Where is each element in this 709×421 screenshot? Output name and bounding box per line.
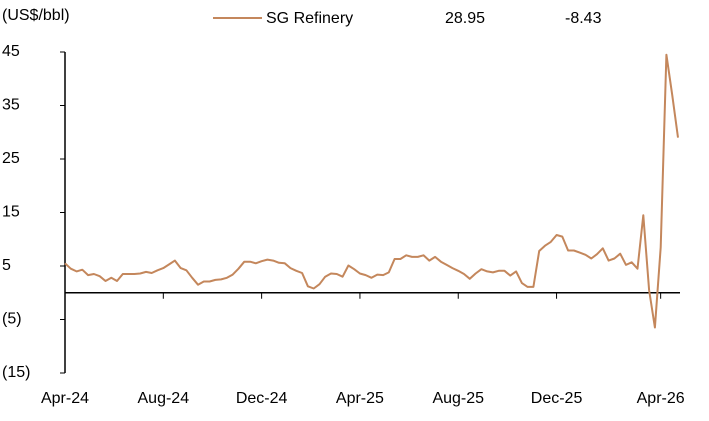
data-line [64,53,679,329]
x-tick-label: Aug-25 [432,390,484,407]
y-tick-label: 35 [2,97,20,114]
y-tick-label: (15) [2,364,30,381]
x-tick-label: Apr-26 [637,390,685,407]
y-tick-label: 15 [2,204,20,221]
y-tick-label: 5 [2,257,11,274]
x-tick-label: Apr-24 [41,390,89,407]
x-tick-label: Apr-25 [336,390,384,407]
x-tick-label: Dec-25 [531,390,583,407]
annotation: -8.43 [565,10,602,27]
annotation: 28.95 [445,10,485,27]
x-tick-label: Aug-24 [138,390,190,407]
legend-label: SG Refinery [266,10,353,27]
x-tick-label: Dec-24 [236,390,288,407]
y-tick-label: (5) [2,311,22,328]
y-axis-label: (US$/bbl) [2,7,70,24]
y-tick-label: 25 [2,150,20,167]
y-tick-label: 45 [2,43,20,60]
